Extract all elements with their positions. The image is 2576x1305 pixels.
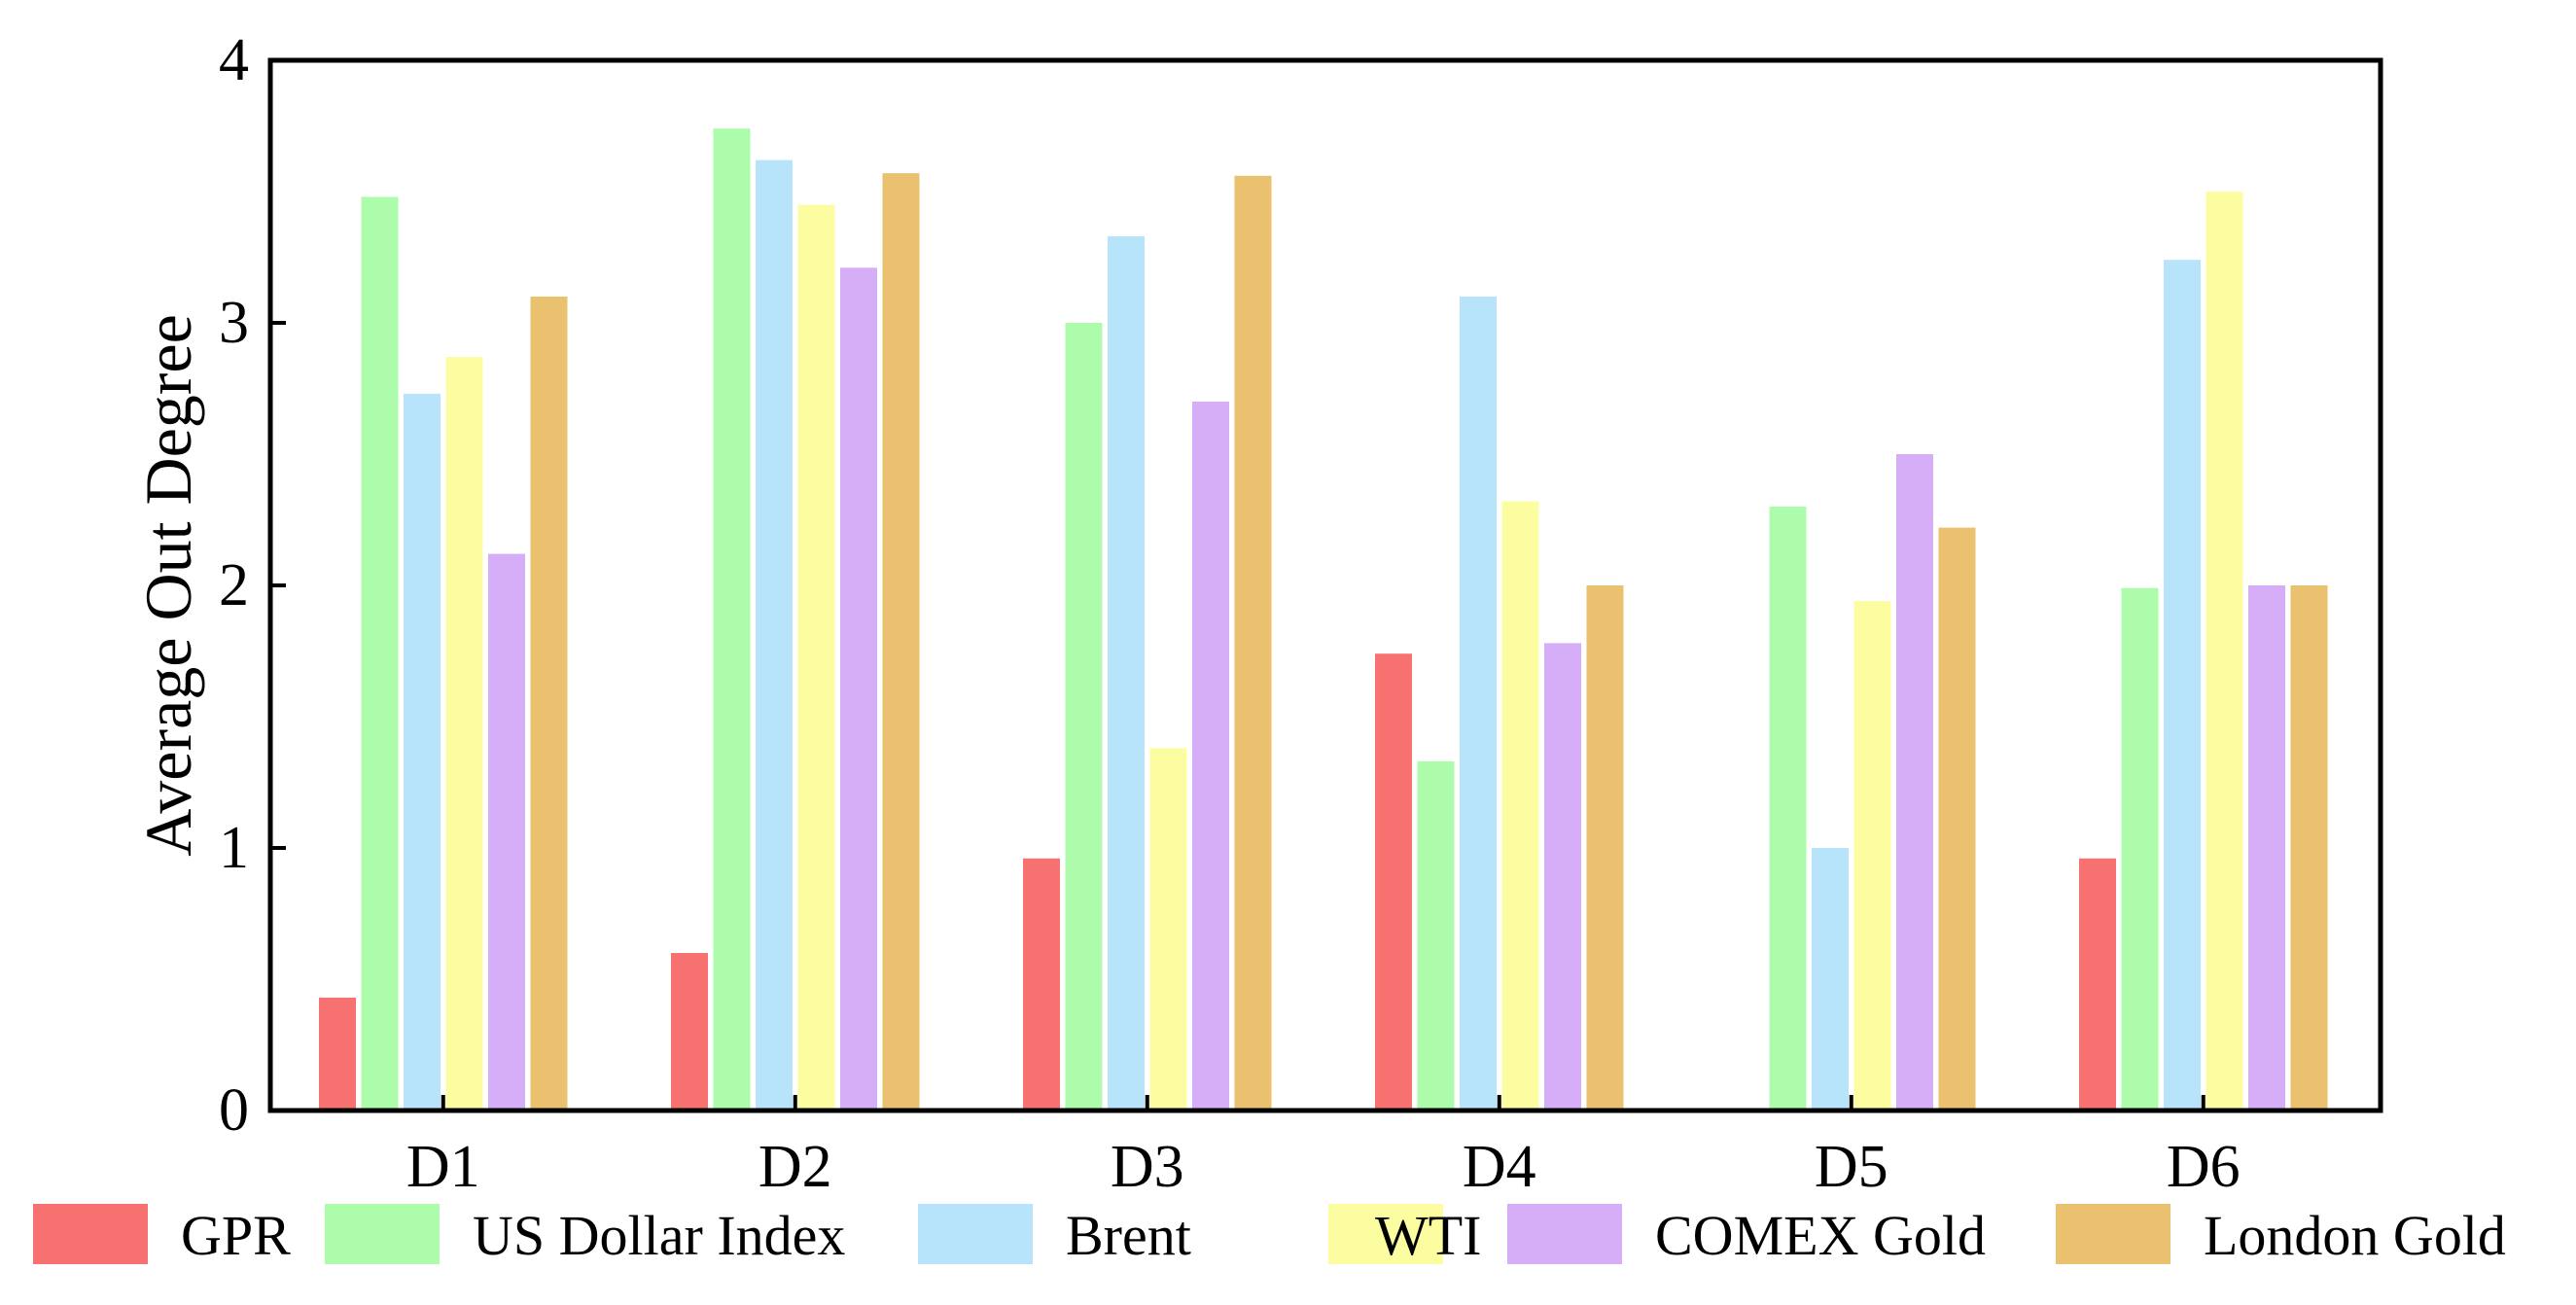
legend-swatch-us-dollar-index [325, 1204, 440, 1264]
bar-gpr-d3 [1023, 858, 1060, 1111]
y-tick-label: 1 [219, 815, 249, 881]
bar-london-gold-d1 [530, 297, 568, 1111]
legend-label-us-dollar-index: US Dollar Index [473, 1204, 845, 1267]
bar-gpr-d6 [2079, 858, 2116, 1111]
y-tick-label: 0 [219, 1077, 249, 1144]
bar-us-dollar-index-d3 [1065, 323, 1103, 1111]
legend-label-comex-gold: COMEX Gold [1655, 1204, 1986, 1267]
bar-comex-gold-d1 [488, 553, 525, 1111]
bar-us-dollar-index-d6 [2121, 587, 2159, 1111]
bar-us-dollar-index-d1 [361, 196, 399, 1111]
legend-swatch-brent [918, 1204, 1033, 1264]
bar-wti-d2 [797, 204, 835, 1111]
y-axis-title: Average Out Degree [131, 314, 205, 857]
y-axis: 0 1 2 3 4 [219, 27, 286, 1144]
legend-label-wti: WTI [1375, 1204, 1482, 1267]
bar-london-gold-d4 [1586, 585, 1624, 1111]
bar-brent-d2 [756, 159, 793, 1111]
x-tick-label: D2 [759, 1134, 832, 1200]
bar-comex-gold-d5 [1896, 454, 1933, 1111]
bar-comex-gold-d2 [840, 267, 877, 1111]
bar-gpr-d2 [671, 953, 708, 1111]
plot-frame [267, 57, 2383, 1113]
bar-london-gold-d3 [1234, 175, 1272, 1111]
y-tick-label: 4 [219, 27, 249, 93]
x-tick-label: D6 [2167, 1134, 2241, 1200]
x-tick-label: D5 [1815, 1134, 1888, 1200]
bar-brent-d1 [404, 393, 441, 1111]
legend-label-brent: Brent [1066, 1204, 1191, 1267]
x-tick-label: D1 [406, 1134, 480, 1200]
legend-swatch-london-gold [2056, 1204, 2170, 1264]
bar-brent-d4 [1460, 297, 1497, 1111]
bar-us-dollar-index-d2 [713, 128, 751, 1111]
bar-us-dollar-index-d5 [1769, 507, 1807, 1111]
legend-swatch-wti [1328, 1204, 1443, 1264]
bar-gpr-d4 [1375, 653, 1412, 1111]
bar-london-gold-d2 [882, 173, 920, 1111]
bar-gpr-d1 [319, 997, 356, 1111]
bar-wti-d5 [1853, 601, 1891, 1111]
legend-swatch-gpr [33, 1204, 148, 1264]
bar-wti-d6 [2205, 192, 2243, 1111]
y-tick-label: 2 [219, 552, 249, 618]
bar-london-gold-d5 [1938, 527, 1976, 1111]
x-tick-label: D3 [1111, 1134, 1184, 1200]
bar-comex-gold-d4 [1544, 643, 1581, 1111]
x-tick-label: D4 [1463, 1134, 1536, 1200]
legend-label-london-gold: London Gold [2204, 1204, 2506, 1267]
bar-comex-gold-d6 [2248, 585, 2285, 1111]
bar-us-dollar-index-d4 [1417, 760, 1455, 1111]
bar-wti-d1 [445, 357, 483, 1111]
bar-brent-d3 [1108, 235, 1145, 1111]
legend: GPR US Dollar Index Brent WTI COMEX Gold Lond… [33, 1204, 2506, 1267]
bar-comex-gold-d3 [1192, 402, 1229, 1111]
y-tick-label: 3 [219, 290, 249, 356]
bar-wti-d4 [1501, 501, 1539, 1111]
bar-brent-d6 [2164, 260, 2201, 1111]
bar-london-gold-d6 [2290, 585, 2328, 1111]
bars-group [319, 128, 2328, 1111]
bar-brent-d5 [1812, 848, 1849, 1111]
legend-label-gpr: GPR [181, 1204, 291, 1267]
bar-wti-d3 [1149, 748, 1187, 1111]
x-axis: D1 D2 D3 D4 D5 D6 [406, 1095, 2241, 1200]
legend-swatch-comex-gold [1507, 1204, 1622, 1264]
